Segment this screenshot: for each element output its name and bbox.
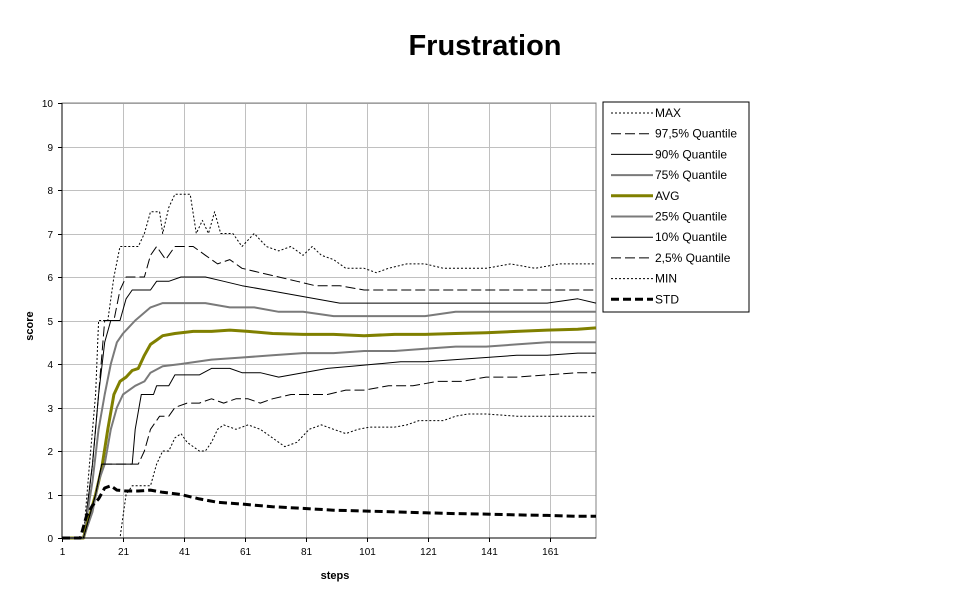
x-tick-label: 101	[359, 547, 376, 558]
series-line-90-quantile	[62, 276, 597, 539]
legend-label: 2,5% Quantile	[655, 251, 731, 265]
x-tick-label: 1	[60, 547, 66, 558]
y-tick-label: 5	[47, 317, 53, 328]
legend-label: AVG	[655, 189, 679, 203]
legend-label: 90% Quantile	[655, 147, 727, 161]
series-line-avg	[62, 326, 597, 540]
series-line-10-quantile	[62, 352, 596, 539]
series-line-25-quantile	[62, 341, 596, 539]
x-axis-title: steps	[321, 570, 350, 582]
legend-label: 75% Quantile	[655, 168, 727, 182]
series-line-min	[62, 413, 596, 539]
chart-title: Frustration	[408, 30, 561, 62]
legend-label: MIN	[655, 272, 677, 286]
legend-box	[602, 101, 750, 313]
series-line-max	[62, 193, 596, 539]
y-tick-label: 4	[47, 360, 53, 371]
series-line-std	[62, 484, 596, 540]
legend: MAX 97,5% Quantile 90% Quantile 75% Quantil…	[602, 101, 750, 313]
y-tick-label: 3	[47, 404, 53, 415]
x-tick-label: 141	[481, 547, 498, 558]
series-lines	[62, 193, 597, 540]
y-tick-label: 1	[47, 491, 53, 502]
x-tick-label: 21	[118, 547, 130, 558]
y-tick-label: 9	[47, 143, 53, 154]
legend-label: 97,5% Quantile	[655, 127, 737, 141]
x-tick-label: 61	[240, 547, 252, 558]
legend-label: 10% Quantile	[655, 230, 727, 244]
legend-label: MAX	[655, 106, 681, 120]
x-tick-label: 161	[542, 547, 559, 558]
y-tick-label: 2	[47, 447, 53, 458]
y-tick-label: 8	[47, 186, 53, 197]
y-tick-label: 6	[47, 273, 53, 284]
y-axis-title: score	[24, 311, 36, 340]
x-tick-label: 121	[420, 547, 437, 558]
legend-label: STD	[655, 292, 679, 306]
y-tick-label: 7	[47, 230, 53, 241]
x-tick-label: 81	[301, 547, 313, 558]
y-tick-label: 10	[42, 99, 54, 110]
axes	[61, 103, 596, 539]
x-tick-label: 41	[179, 547, 191, 558]
series-line-75-quantile	[62, 302, 596, 539]
series-line-2-5-quantile	[62, 372, 596, 539]
series-line-97-5-quantile	[62, 246, 596, 539]
y-tick-label: 0	[47, 534, 53, 545]
legend-label: 25% Quantile	[655, 210, 727, 224]
